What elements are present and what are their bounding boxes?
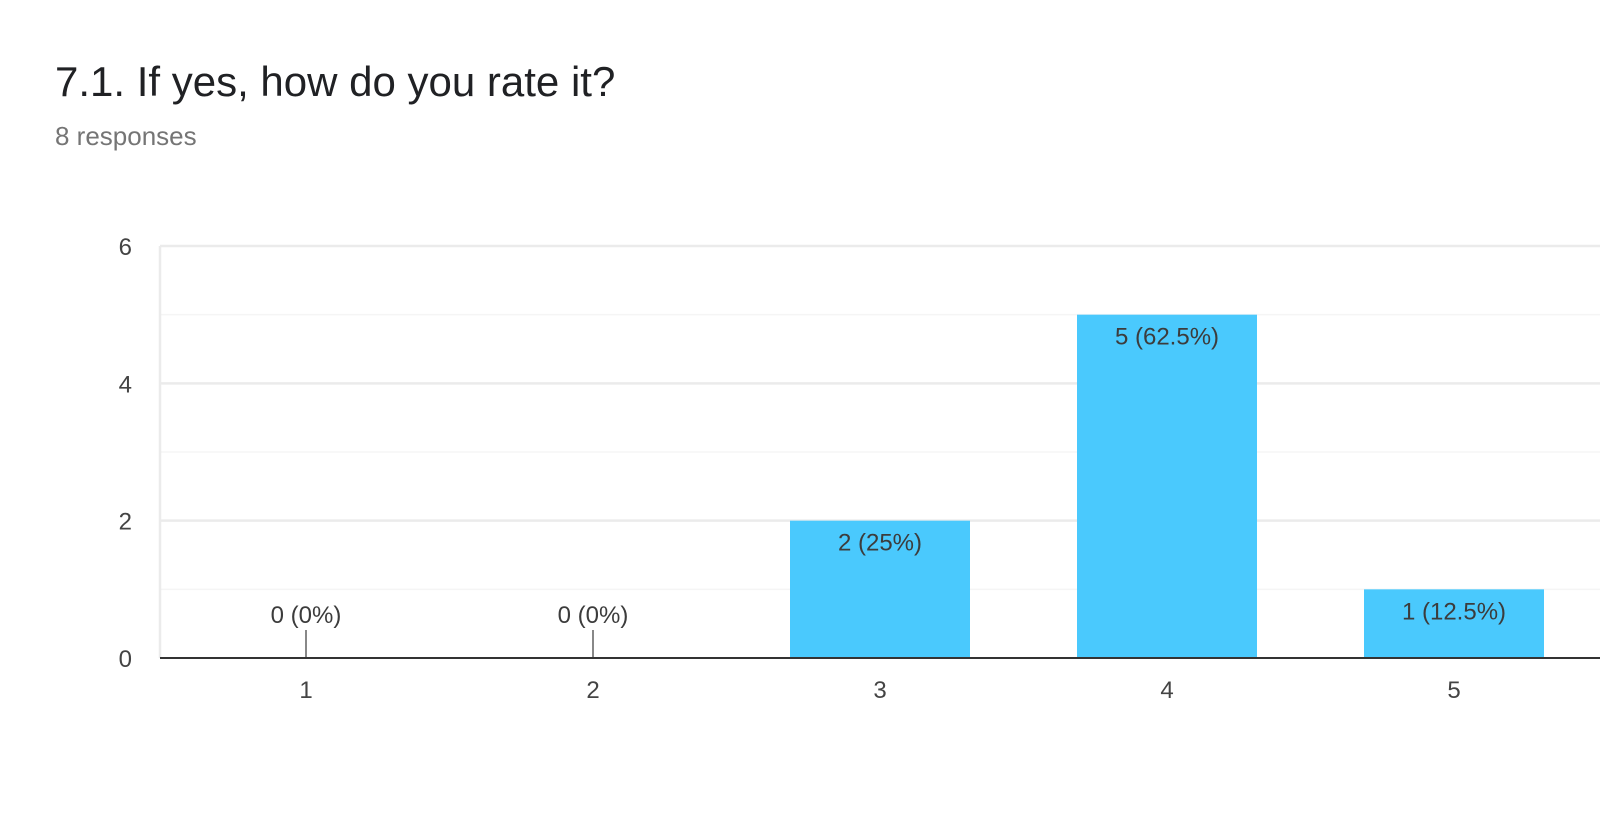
y-tick-label: 4 <box>119 371 132 398</box>
bar <box>1364 589 1544 658</box>
x-tick-label: 1 <box>299 677 312 704</box>
x-tick-label: 2 <box>586 677 599 704</box>
x-tick-label: 3 <box>873 677 886 704</box>
y-axis-ticks: 0 2 4 6 <box>119 234 132 673</box>
data-label: 5 (62.5%) <box>1115 324 1219 351</box>
response-count: 8 responses <box>55 121 197 151</box>
data-label: 0 (0%) <box>558 602 629 629</box>
y-tick-label: 0 <box>119 646 132 673</box>
bars <box>305 314 1544 658</box>
data-label: 0 (0%) <box>271 602 342 629</box>
chart-title: 7.1. If yes, how do you rate it? <box>55 58 616 105</box>
gridlines <box>158 244 1600 658</box>
x-tick-label: 4 <box>1160 677 1173 704</box>
bar <box>1077 314 1257 658</box>
x-tick-label: 5 <box>1447 677 1460 704</box>
data-label: 1 (12.5%) <box>1402 598 1506 625</box>
data-labels: 0 (0%) 0 (0%) 2 (25%) 5 (62.5%) 1 (12.5%) <box>271 324 1506 629</box>
y-tick-label: 6 <box>119 234 132 261</box>
data-label: 2 (25%) <box>838 530 922 557</box>
y-tick-label: 2 <box>119 509 132 536</box>
bar <box>790 520 970 658</box>
x-axis-ticks: 1 2 3 4 5 <box>299 677 1460 704</box>
